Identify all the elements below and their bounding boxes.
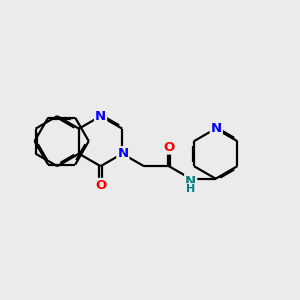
Text: O: O [164,141,175,154]
Text: N: N [211,122,222,135]
Text: H: H [186,184,195,194]
Text: N: N [95,110,106,123]
Text: N: N [117,147,128,160]
Text: O: O [95,179,106,192]
Text: N: N [185,175,196,188]
